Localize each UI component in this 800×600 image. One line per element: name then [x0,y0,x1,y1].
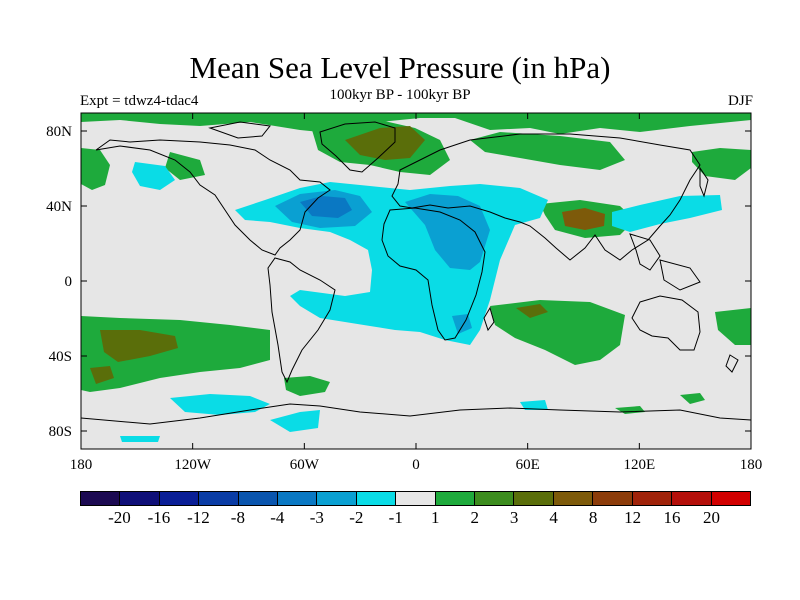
colorbar-swatch [81,492,121,505]
colorbar-label: 12 [624,508,642,527]
colorbar-label: 4 [549,508,558,527]
colorbar-label: 3 [509,508,519,527]
colorbar-swatch [159,492,200,505]
colorbar-swatch [514,492,554,505]
colorbar-swatch [672,492,712,505]
y-tick-label: 80S [49,424,72,440]
colorbar-label: -4 [270,508,285,527]
colorbar-swatch [475,492,515,505]
colorbar-swatch [593,492,633,505]
colorbar-label: -3 [309,508,324,527]
colorbar-label: 1 [430,508,440,527]
y-tick-label: 80N [46,124,72,140]
colorbar-swatch [238,492,279,505]
x-tick-label: 0 [412,457,420,473]
x-tick-label: 180 [740,457,763,473]
colorbar-swatch [711,492,750,505]
colorbar-label: -20 [108,508,131,527]
x-tick-label: 60W [290,457,320,473]
experiment-label: Expt = tdwz4-tdac4 [80,93,199,109]
colorbar-label: 8 [588,508,598,527]
y-tick-label: 0 [65,274,73,290]
coastlines [81,121,751,425]
strong-negative-region [300,196,352,218]
colorbar-swatch [199,492,239,505]
x-tick-label: 60E [516,457,540,473]
colorbar-label: -12 [187,508,210,527]
colorbar [80,491,751,506]
colorbar-swatch [278,492,318,505]
colorbar-swatch [356,492,397,505]
season-label: DJF [727,93,753,109]
x-tick-label: 120E [623,457,655,473]
y-tick-label: 40N [46,199,72,215]
colorbar-label: 20 [703,508,721,527]
colorbar-label: 2 [470,508,479,527]
medium-negative-regions [275,190,490,334]
x-tick-label: 180 [70,457,93,473]
strong-positive-regions [90,126,548,384]
colorbar-label: -16 [147,508,171,527]
colorbar-label: -1 [388,508,403,527]
chart-subtitle: 100kyr BP - 100kyr BP [329,87,471,103]
colorbar-swatch [435,492,476,505]
colorbar-swatch [120,492,160,505]
y-tick-label: 40S [49,349,72,365]
x-tick-label: 120W [174,457,212,473]
colorbar-swatch [553,492,594,505]
colorbar-label: -2 [349,508,364,527]
chart-title: Mean Sea Level Pressure (in hPa) [189,50,611,85]
colorbar-swatch [396,492,436,505]
strongest-positive-region [562,208,605,230]
colorbar-label: 16 [663,508,681,527]
colorbar-swatch [317,492,357,505]
colorbar-swatch [632,492,673,505]
colorbar-label: -8 [230,508,245,527]
